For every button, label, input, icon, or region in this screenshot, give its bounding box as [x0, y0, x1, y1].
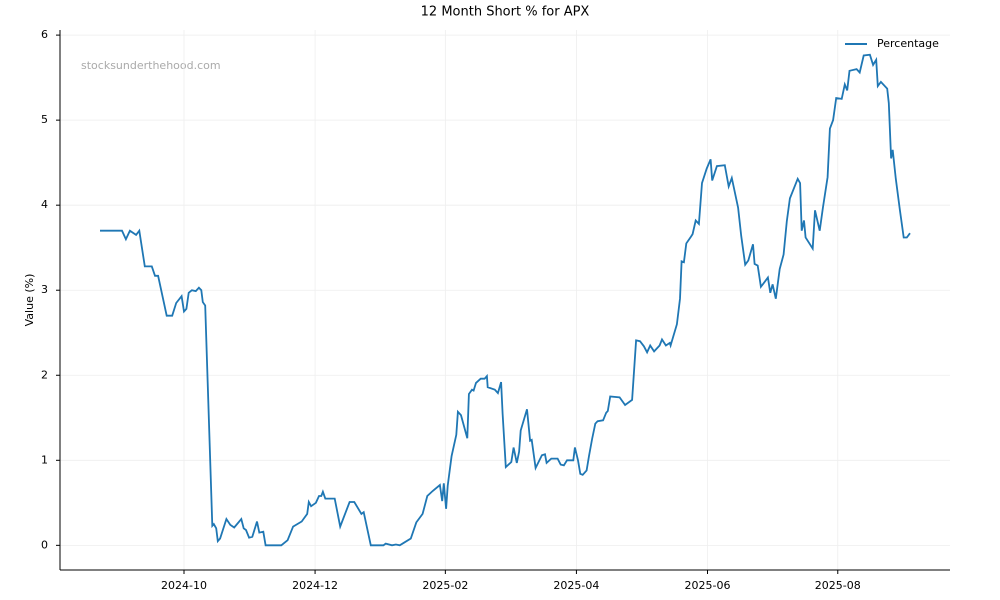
- x-tick-label: 2024-10: [161, 579, 207, 592]
- y-tick-label: 3: [41, 283, 48, 296]
- chart-title: 12 Month Short % for APX: [421, 5, 590, 20]
- y-tick-label: 1: [41, 453, 48, 466]
- x-tick-label: 2025-08: [815, 579, 861, 592]
- y-tick-label: 5: [41, 113, 48, 126]
- y-tick-label: 6: [41, 28, 48, 41]
- y-tick-label: 4: [41, 198, 48, 211]
- x-tick-label: 2025-04: [553, 579, 599, 592]
- y-tick-label: 0: [41, 538, 48, 551]
- legend-label: Percentage: [877, 37, 939, 50]
- x-tick-label: 2025-06: [685, 579, 731, 592]
- x-tick-label: 2025-02: [422, 579, 468, 592]
- watermark: stocksunderthehood.com: [81, 59, 221, 72]
- y-tick-label: 2: [41, 368, 48, 381]
- y-axis-label: Value (%): [23, 274, 36, 327]
- x-tick-label: 2024-12: [292, 579, 338, 592]
- line-series: [100, 53, 911, 547]
